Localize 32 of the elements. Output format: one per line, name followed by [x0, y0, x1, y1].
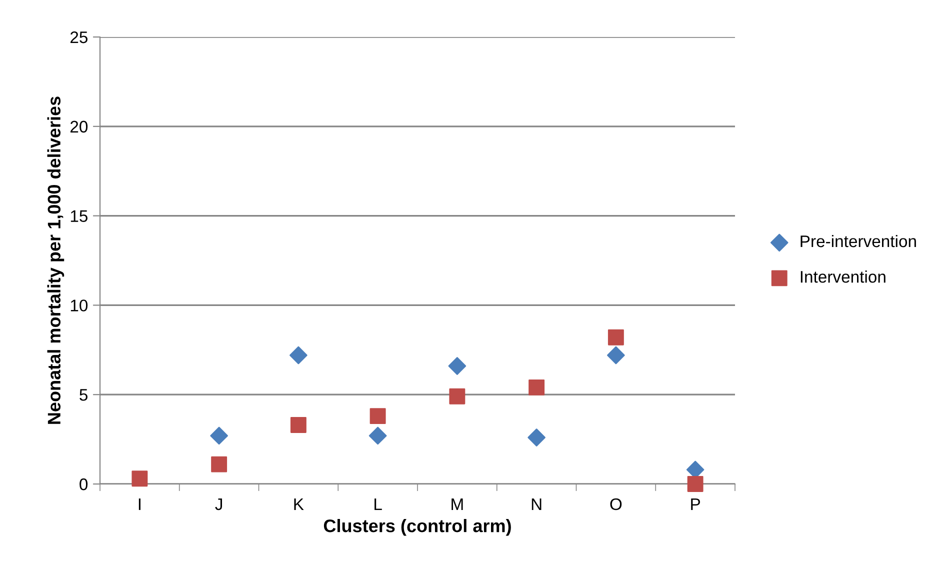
point	[528, 428, 546, 446]
legend-label: Intervention	[800, 270, 886, 283]
y-tick-label: 5	[80, 389, 88, 401]
x-tick-label: M	[452, 498, 463, 510]
legend-label: Pre-intervention	[800, 234, 916, 248]
point	[370, 408, 386, 424]
x-tick-label: N	[532, 498, 542, 510]
y-tick-label: 25	[70, 31, 88, 44]
point	[290, 417, 306, 433]
y-tick-label: 15	[70, 210, 88, 222]
x-tick-label: P	[691, 498, 700, 510]
point	[607, 346, 625, 364]
y-tick-label: 0	[80, 478, 88, 490]
y-axis-title: Neonatal mortality per 1,000 deliveries	[47, 96, 64, 424]
y-tick-label: 20	[70, 120, 88, 133]
x-tick-label: O	[610, 498, 622, 510]
x-tick-label: L	[374, 498, 382, 510]
point	[210, 426, 228, 445]
x-tick-label: J	[215, 498, 222, 510]
x-axis-title: Clusters (control arm)	[324, 518, 511, 536]
point	[368, 426, 387, 445]
point	[132, 470, 148, 487]
point	[290, 346, 308, 364]
x-tick-label: I	[138, 498, 140, 510]
point	[528, 379, 545, 396]
point	[448, 357, 466, 375]
y-tick-label: 10	[70, 300, 88, 312]
point	[449, 388, 466, 404]
point	[211, 456, 228, 472]
x-tick-label: K	[294, 498, 304, 510]
point	[687, 476, 704, 492]
point	[608, 329, 624, 346]
